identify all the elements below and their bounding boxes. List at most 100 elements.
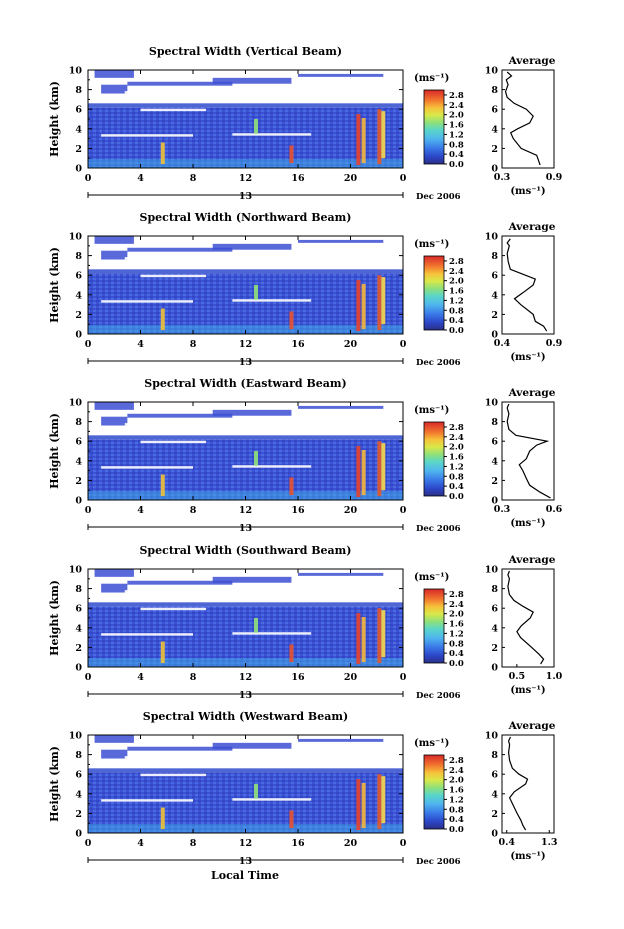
x-tick-label: 4: [137, 173, 144, 184]
colorbar-tick-label: 1.6: [449, 453, 464, 463]
date-label: Dec 2006: [416, 524, 461, 534]
colorbar: [423, 754, 445, 830]
date-tick-label: 13: [239, 191, 252, 202]
average-x-tick-label: 1.0: [546, 671, 563, 682]
average-y-tick-label: 2: [491, 144, 498, 155]
colorbar-unit: (ms⁻¹): [414, 405, 449, 416]
colorbar: [423, 588, 445, 664]
average-y-tick-label: 2: [491, 310, 498, 321]
average-y-tick-label: 4: [491, 623, 498, 634]
average-profile-line: [504, 71, 541, 166]
heatmap-hotspot: [377, 774, 382, 830]
y-tick-label: 8: [75, 417, 82, 428]
heatmap-gap: [140, 274, 207, 278]
heatmap-patch: [127, 413, 233, 418]
heatmap-gap: [166, 262, 298, 266]
heatmap-hotspot: [160, 807, 165, 830]
average-y-tick-label: 6: [491, 604, 498, 615]
heatmap-patch: [212, 243, 292, 250]
x-tick-label: 0: [400, 173, 407, 184]
heatmap-patch: [101, 416, 128, 426]
heatmap-band: [88, 103, 403, 108]
colorbar-tick-label: 2.0: [449, 443, 464, 453]
heatmap-hotspot: [377, 275, 382, 331]
heatmap-hotspot: [361, 783, 366, 829]
heatmap-gap: [271, 93, 377, 96]
heatmap-field: [88, 569, 403, 667]
heatmap-patch: [94, 735, 134, 743]
colorbar: [423, 89, 445, 165]
x-tick-label: 20: [344, 672, 358, 683]
y-tick-label: 8: [75, 251, 82, 262]
colorbar-unit: (ms⁻¹): [414, 738, 449, 749]
heatmap-base: [88, 606, 403, 667]
average-y-tick-label: 8: [491, 750, 498, 761]
average-y-tick-label: 0: [491, 164, 498, 175]
y-tick-label: 4: [75, 789, 82, 800]
heatmap-hotspot: [381, 443, 386, 491]
y-tick-label: 2: [75, 144, 82, 155]
y-tick-label: 0: [75, 164, 82, 175]
colorbar-tick-label: 0.8: [449, 805, 464, 815]
x-tick-label: 0: [85, 505, 92, 516]
x-tick-label: 20: [344, 838, 358, 849]
y-tick-label: 10: [69, 565, 83, 576]
average-y-tick-label: 0: [491, 829, 498, 840]
average-frame: [501, 69, 555, 169]
heatmap-hotspot: [361, 450, 366, 496]
colorbar-tick-label: 2.0: [449, 610, 464, 620]
heatmap-hotspot: [254, 285, 258, 300]
heatmap-hotspot: [377, 109, 382, 165]
average-unit: (ms⁻¹): [510, 685, 545, 696]
colorbar-tick-label: 2.8: [449, 91, 464, 101]
heatmap-field: [88, 735, 403, 833]
date-label: Dec 2006: [416, 192, 461, 202]
heatmap-hotspot: [361, 118, 366, 164]
y-tick-label: 8: [75, 85, 82, 96]
date-tick-label: 13: [239, 357, 252, 368]
average-y-tick-label: 6: [491, 437, 498, 448]
heatmap-patch: [127, 580, 233, 585]
average-y-tick-label: 0: [491, 330, 498, 341]
x-tick-label: 12: [239, 838, 252, 849]
panel-title: Spectral Width (Northward Beam): [140, 211, 352, 224]
heatmap-gap: [140, 108, 207, 112]
heatmap-gap: [124, 91, 243, 94]
y-tick-label: 4: [75, 623, 82, 634]
colorbar-tick-label: 2.4: [449, 101, 464, 111]
heatmap-gap: [124, 756, 243, 759]
x-tick-label: 8: [190, 173, 197, 184]
average-y-tick-label: 10: [485, 731, 499, 742]
y-tick-label: 2: [75, 643, 82, 654]
x-tick-label: 4: [137, 505, 144, 516]
heatmap-hotspot: [254, 784, 258, 799]
x-tick-label: 0: [400, 838, 407, 849]
heatmap-hotspot: [377, 608, 382, 664]
average-x-tick-label: 0.4: [498, 837, 515, 848]
heatmap-hotspot: [160, 308, 165, 331]
x-tick-label: 0: [400, 672, 407, 683]
heatmap-gap: [232, 465, 312, 468]
heatmap-patch: [298, 73, 384, 77]
heatmap-base: [88, 772, 403, 833]
y-tick-label: 6: [75, 604, 82, 615]
heatmap-hotspot: [289, 477, 294, 496]
average-profile-line: [507, 736, 529, 831]
colorbar-tick-label: 0.8: [449, 639, 464, 649]
colorbar-tick-label: 2.0: [449, 111, 464, 121]
heatmap-patch: [212, 742, 292, 749]
colorbar-tick-label: 2.4: [449, 600, 464, 610]
panel-title: Spectral Width (Southward Beam): [139, 544, 351, 557]
heatmap-gap: [101, 633, 193, 636]
average-x-tick-label: 1.3: [541, 837, 558, 848]
heatmap-patch: [298, 405, 384, 409]
heatmap-gap: [271, 758, 377, 761]
heatmap-gap: [140, 607, 207, 611]
heatmap-hotspot: [381, 111, 386, 159]
heatmap-hotspot: [356, 613, 361, 665]
heatmap-base: [88, 273, 403, 334]
colorbar-tick-label: 0.0: [449, 659, 464, 669]
y-tick-label: 0: [75, 829, 82, 840]
heatmap-gap: [124, 590, 243, 593]
average-title: Average: [508, 720, 556, 732]
